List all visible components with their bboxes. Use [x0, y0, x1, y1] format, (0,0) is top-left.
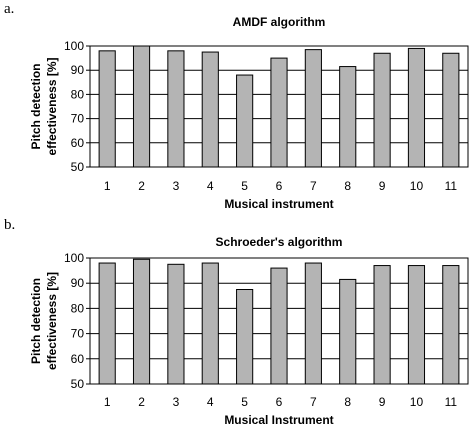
- chart-b-bar-1: [98, 262, 116, 385]
- chart-panel-a: a. AMDF algorithm 50 60 70 80 90 100 1 2 3 4 5 6 7 8 9 10…: [4, 1, 469, 211]
- chart-a-bar-10: [407, 47, 426, 168]
- chart-a-bar-9: [373, 52, 391, 168]
- chart-panel-b: b. Schroeder's algorithm 50 60 70 80 90 100 1 2 3 4…: [4, 217, 469, 427]
- chart-a-x-tick-label: 3: [173, 179, 180, 193]
- chart-b-x-tick-label: 11: [445, 395, 458, 409]
- chart-a-y-axis-label-line: Pitch detection: [29, 63, 43, 149]
- chart-b-y-tick-label: 80: [71, 301, 85, 315]
- chart-a-bar-5: [236, 74, 254, 168]
- chart-b-title: Schroeder's algorithm: [216, 235, 343, 249]
- chart-a-bar-8: [339, 66, 357, 168]
- chart-b-x-tick-label: 6: [276, 395, 283, 409]
- chart-a-bar-7: [304, 49, 322, 168]
- chart-b-bar-11: [442, 265, 460, 385]
- chart-b-x-tick-label: 7: [310, 395, 317, 409]
- chart-a-x-tick-label: 11: [445, 179, 458, 193]
- chart-b-y-axis-label-line: Pitch detection: [29, 278, 43, 364]
- chart-a-y-tick-label: 70: [71, 112, 85, 126]
- chart-b-panel-letter: b.: [4, 217, 15, 233]
- chart-b-y-tick-label: 60: [71, 352, 85, 366]
- chart-b-y-axis-label-line: effectiveness [%]: [45, 272, 59, 370]
- chart-a-bar-1: [98, 50, 116, 168]
- chart-b-x-tick-label: 8: [344, 395, 351, 409]
- chart-a-y-tick-label: 80: [71, 87, 85, 101]
- chart-a-y-tick-label: 90: [71, 63, 85, 77]
- chart-a-bar-3: [167, 50, 185, 168]
- chart-a-x-tick-label: 10: [410, 179, 424, 193]
- chart-a-bar-11: [442, 52, 460, 168]
- chart-a-title: AMDF algorithm: [233, 15, 326, 29]
- chart-b-bar-9: [373, 265, 391, 385]
- chart-b-x-axis-label: Musical Instrument: [224, 413, 333, 427]
- chart-b-x-tick-label: 10: [410, 395, 424, 409]
- chart-b-bar-4: [201, 262, 219, 385]
- chart-a-x-tick-label: 2: [138, 179, 145, 193]
- chart-b-bar-8: [339, 278, 357, 385]
- chart-a-bar-4: [201, 51, 219, 168]
- chart-b-bar-2: [132, 258, 151, 385]
- chart-a-x-tick-label: 6: [276, 179, 283, 193]
- chart-b-x-tick-label: 1: [104, 395, 111, 409]
- chart-b-y-tick-label: 70: [71, 327, 85, 341]
- chart-a-x-tick-label: 8: [344, 179, 351, 193]
- chart-b-bar-7: [304, 262, 322, 385]
- chart-a-x-tick-label: 1: [104, 179, 111, 193]
- chart-b-bar-6: [270, 267, 288, 385]
- chart-a-y-axis-label-line: effectiveness [%]: [45, 57, 59, 155]
- chart-a-bar-2: [132, 45, 151, 168]
- chart-a-x-tick-label: 7: [310, 179, 317, 193]
- chart-a-x-tick-label: 5: [241, 179, 248, 193]
- chart-b-y-tick-label: 100: [64, 251, 84, 265]
- chart-b-x-tick-label: 4: [207, 395, 214, 409]
- chart-a-panel-letter: a.: [4, 1, 14, 17]
- chart-b-y-tick-label: 90: [71, 276, 85, 290]
- chart-b-y-tick-label: 50: [71, 377, 85, 391]
- chart-b-x-tick-label: 9: [379, 395, 386, 409]
- chart-a-y-tick-label: 100: [64, 39, 84, 53]
- chart-b-x-tick-label: 2: [138, 395, 145, 409]
- chart-b-x-tick-label: 5: [241, 395, 248, 409]
- chart-a-x-tick-label: 9: [379, 179, 386, 193]
- chart-a-y-tick-label: 60: [71, 136, 85, 150]
- chart-b-x-tick-label: 3: [173, 395, 180, 409]
- chart-b-bar-10: [407, 265, 426, 385]
- chart-a-x-axis-label: Musical instrument: [224, 197, 333, 211]
- chart-a-bar-6: [270, 57, 288, 168]
- chart-b-bar-5: [236, 289, 254, 385]
- chart-a-x-tick-label: 4: [207, 179, 214, 193]
- chart-a-y-tick-label: 50: [71, 160, 85, 174]
- chart-b-bar-3: [167, 263, 185, 385]
